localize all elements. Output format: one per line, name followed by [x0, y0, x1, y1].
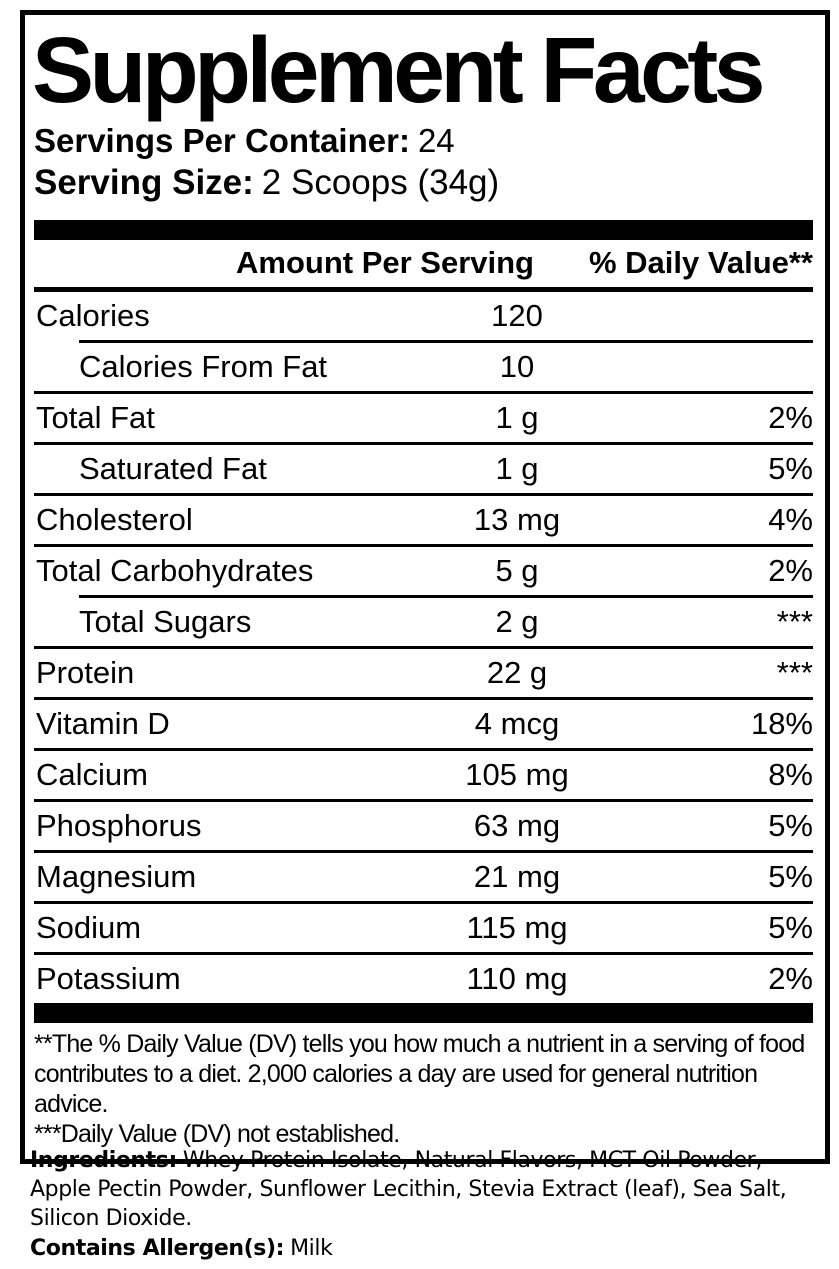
nutrient-amount: 22 g — [486, 654, 548, 690]
nutrient-row: Vitamin D 4 mcg 18% — [34, 700, 813, 748]
nutrient-daily-value: 5% — [768, 807, 813, 843]
nutrient-name: Total Fat — [36, 399, 155, 435]
nutrient-amount: 110 mg — [466, 960, 568, 996]
nutrient-amount: 13 mg — [473, 501, 561, 537]
allergen-value: Milk — [290, 1236, 333, 1261]
nutrient-row: Saturated Fat 1 g 5% — [34, 445, 813, 493]
ingredients-value: Whey Protein Isolate, Natural Flavors, M… — [30, 1148, 787, 1231]
nutrient-amount: 115 mg — [466, 909, 568, 945]
nutrient-daily-value: *** — [776, 654, 813, 690]
row-separator — [79, 594, 813, 598]
header-rule — [34, 286, 813, 292]
serving-size-label: Serving Size: — [34, 163, 254, 203]
nutrient-daily-value: 2% — [768, 399, 813, 435]
row-separator — [79, 339, 813, 343]
nutrient-amount: 4 mcg — [474, 705, 560, 741]
nutrient-amount: 63 mg — [473, 807, 561, 843]
nutrient-amount: 10 — [499, 348, 535, 384]
ingredients-label: Ingredients: — [30, 1148, 177, 1173]
nutrient-daily-value: 18% — [750, 705, 813, 741]
ingredients-line: Ingredients: Whey Protein Isolate, Natura… — [30, 1146, 825, 1233]
nutrient-row: Calcium 105 mg 8% — [34, 751, 813, 799]
servings-per-container-label: Servings Per Container: — [34, 122, 410, 160]
nutrient-daily-value: 2% — [768, 552, 813, 588]
nutrient-daily-value: 4% — [768, 501, 813, 537]
nutrient-name: Vitamin D — [36, 705, 170, 741]
nutrient-amount: 120 — [491, 297, 543, 333]
row-separator — [34, 696, 813, 700]
nutrient-row: Total Sugars 2 g *** — [34, 598, 813, 646]
allergen-line: Contains Allergen(s): Milk — [30, 1234, 825, 1263]
nutrient-name: Magnesium — [36, 858, 197, 894]
nutrient-daily-value: 5% — [768, 909, 813, 945]
row-separator — [34, 543, 813, 547]
nutrient-name: Calories — [36, 297, 150, 333]
footnote-daily-value: **The % Daily Value (DV) tells you how m… — [34, 1029, 805, 1118]
nutrient-row: Phosphorus 63 mg 5% — [34, 802, 813, 850]
nutrient-amount: 5 g — [495, 552, 539, 588]
serving-size-value: 2 Scoops (34g) — [261, 163, 500, 203]
nutrient-row: Protein 22 g *** — [34, 649, 813, 697]
row-separator — [34, 441, 813, 445]
nutrient-name: Saturated Fat — [79, 450, 267, 486]
row-separator — [34, 645, 813, 649]
footnote-not-established: ***Daily Value (DV) not established. — [34, 1119, 400, 1148]
nutrient-row: Magnesium 21 mg 5% — [34, 853, 813, 901]
allergen-label: Contains Allergen(s): — [30, 1236, 285, 1261]
nutrient-daily-value: 5% — [768, 858, 813, 894]
row-separator — [34, 390, 813, 394]
row-separator — [34, 900, 813, 904]
footnotes: **The % Daily Value (DV) tells you how m… — [34, 1023, 813, 1149]
nutrient-name: Cholesterol — [36, 501, 193, 537]
nutrient-name: Calcium — [36, 756, 148, 792]
ingredients-section: Ingredients: Whey Protein Isolate, Natura… — [30, 1146, 825, 1263]
nutrient-row: Cholesterol 13 mg 4% — [34, 496, 813, 544]
nutrient-name: Calories From Fat — [79, 348, 328, 384]
row-separator — [34, 747, 813, 751]
nutrient-row: Calories 120 — [34, 292, 813, 340]
nutrient-daily-value: 5% — [768, 450, 813, 486]
nutrient-amount: 1 g — [495, 450, 539, 486]
nutrient-name: Protein — [36, 654, 135, 690]
servings-per-container-value: 24 — [417, 122, 455, 160]
nutrient-daily-value: 2% — [768, 960, 813, 996]
nutrient-amount: 2 g — [495, 603, 539, 639]
nutrient-name: Potassium — [36, 960, 181, 996]
column-header-amount: Amount Per Serving — [236, 245, 534, 281]
divider-bar-bottom — [34, 1002, 813, 1023]
table-header-row: Amount Per Serving % Daily Value** — [34, 240, 813, 287]
column-header-daily-value: % Daily Value** — [588, 245, 813, 281]
nutrient-row: Total Carbohydrates 5 g 2% — [34, 547, 813, 595]
row-separator — [34, 951, 813, 955]
nutrient-row: Potassium 110 mg 2% — [34, 955, 813, 1003]
row-separator — [34, 492, 813, 496]
nutrient-amount: 1 g — [495, 399, 539, 435]
row-separator — [34, 798, 813, 802]
divider-bar-top — [34, 219, 813, 240]
servings-per-container-line: Servings Per Container: 24 — [34, 123, 813, 160]
nutrient-amount: 105 mg — [465, 756, 569, 792]
nutrient-daily-value: *** — [776, 603, 813, 639]
nutrient-amount: 21 mg — [473, 858, 561, 894]
supplement-facts-panel: Supplement Facts Servings Per Container:… — [20, 10, 830, 1164]
nutrient-row: Sodium 115 mg 5% — [34, 904, 813, 952]
panel-title: Supplement Facts — [32, 18, 766, 122]
nutrient-name: Phosphorus — [36, 807, 202, 843]
nutrient-daily-value: 8% — [768, 756, 813, 792]
nutrient-table: Calories 120 Calories From Fat 10 Total Fat 1… — [34, 292, 813, 1003]
nutrient-name: Sodium — [36, 909, 142, 945]
nutrient-name: Total Sugars — [79, 603, 252, 639]
row-separator — [34, 849, 813, 853]
nutrient-row: Calories From Fat 10 — [34, 343, 813, 391]
serving-size-line: Serving Size: 2 Scoops (34g) — [34, 163, 813, 202]
nutrient-row: Total Fat 1 g 2% — [34, 394, 813, 442]
nutrient-name: Total Carbohydrates — [36, 552, 314, 588]
